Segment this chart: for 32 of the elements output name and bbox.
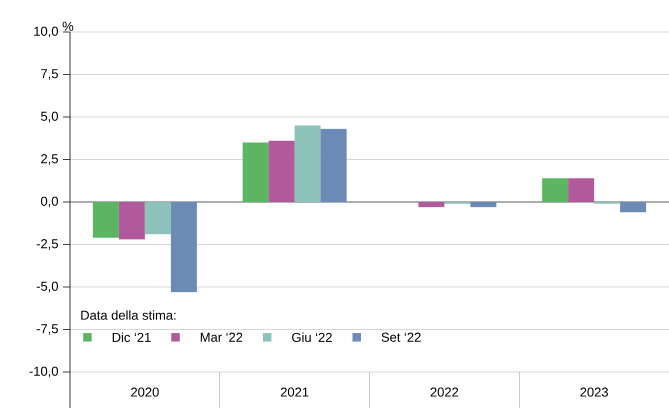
legend-label: Giu ‘22 bbox=[292, 332, 332, 342]
bar bbox=[92, 202, 119, 238]
y-tick-label: -7,5 bbox=[36, 324, 58, 335]
bar bbox=[144, 202, 171, 234]
bar bbox=[620, 202, 646, 212]
y-tick-label: -10,0 bbox=[30, 366, 58, 378]
x-tick-label: 2023 bbox=[580, 388, 608, 397]
x-tick-label: 2021 bbox=[280, 388, 308, 397]
legend-label: Mar ‘22 bbox=[200, 332, 242, 342]
bar bbox=[320, 128, 347, 202]
y-tick-label: -2,5 bbox=[36, 239, 58, 250]
bar bbox=[568, 178, 594, 202]
y-tick-label: 7,5 bbox=[41, 69, 58, 80]
legend-label: Dic ‘21 bbox=[112, 332, 151, 342]
bar bbox=[418, 202, 444, 208]
legend-label: Set ‘22 bbox=[382, 332, 421, 342]
bar bbox=[470, 202, 496, 208]
y-axis-title: % bbox=[62, 22, 74, 31]
y-tick-label: 5,0 bbox=[40, 112, 58, 122]
bar bbox=[170, 202, 197, 292]
bar bbox=[268, 140, 295, 202]
x-tick-label: 2022 bbox=[430, 388, 458, 397]
bar bbox=[118, 202, 145, 240]
legend-title: Data della stima: bbox=[81, 310, 176, 320]
y-tick-label: 10,0 bbox=[34, 26, 58, 38]
bar bbox=[294, 125, 321, 202]
y-tick-label: 2,5 bbox=[41, 154, 58, 165]
bar bbox=[542, 178, 568, 202]
y-tick-label: -5,0 bbox=[36, 282, 58, 292]
bar bbox=[242, 142, 269, 202]
y-tick-label: 0,0 bbox=[40, 196, 58, 208]
x-tick-label: 2020 bbox=[131, 388, 159, 397]
